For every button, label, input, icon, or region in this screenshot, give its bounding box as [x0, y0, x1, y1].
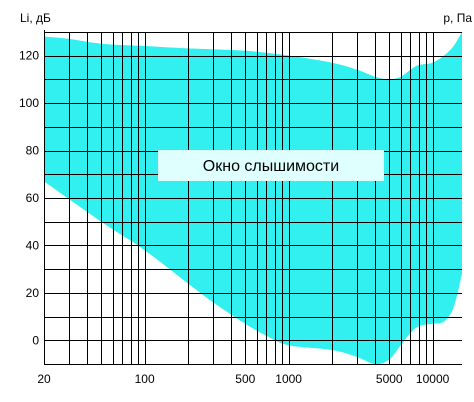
y-tick-label: 40 — [26, 238, 40, 252]
annotation-text: Окно слышимости — [203, 158, 339, 175]
y-tick-label: 120 — [19, 49, 39, 63]
annotation-box-layer: Окно слышимости — [158, 150, 384, 181]
y-tick-label: 60 — [26, 191, 40, 205]
x-tick-label: 100 — [135, 372, 155, 386]
x-tick-label: 20 — [37, 372, 51, 386]
y-tick-label: 80 — [26, 144, 40, 158]
y-axis-label: Li, дБ — [20, 11, 51, 25]
x-tick-label: 10000 — [416, 372, 450, 386]
x-tick-label: 5000 — [376, 372, 403, 386]
x-tick-label: 1000 — [275, 372, 302, 386]
tick-label-layer: 0 20 40 60 80 100 120 20 100 500 1000 5000 10000 — [19, 49, 450, 386]
y-tick-label: 100 — [19, 96, 39, 110]
y-tick-label: 20 — [26, 286, 40, 300]
annotation-box — [158, 150, 384, 181]
x-tick-label: 500 — [235, 372, 255, 386]
y-tick-label: 0 — [32, 333, 39, 347]
grid-layer — [44, 29, 462, 365]
x-axis-label: p, Па — [443, 11, 472, 25]
